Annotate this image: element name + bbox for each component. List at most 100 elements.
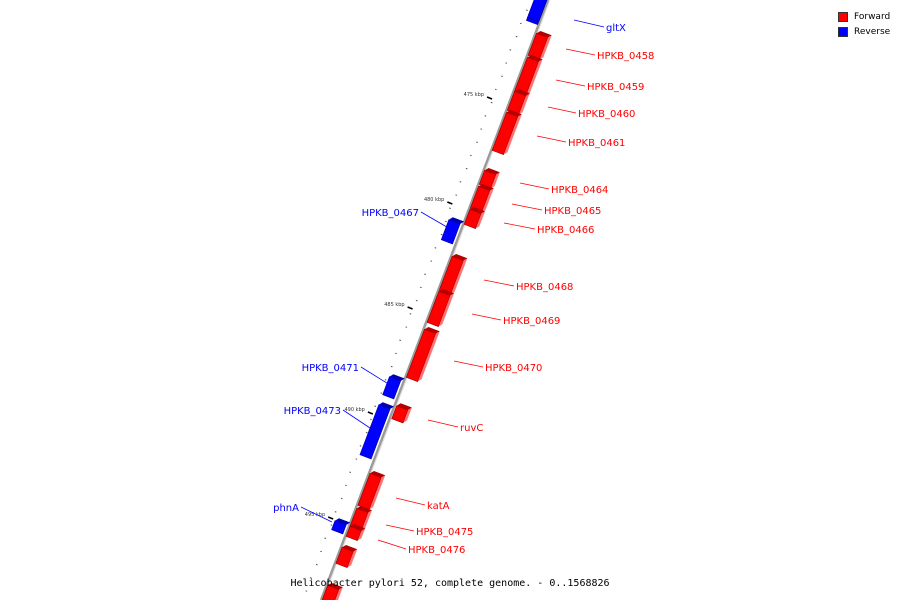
label-leader-line <box>483 279 515 287</box>
minor-tick <box>309 577 312 579</box>
gene-reverse-hpkb_0473[interactable] <box>359 402 395 460</box>
legend-forward[interactable]: Forward <box>838 9 890 24</box>
minor-tick <box>390 365 393 368</box>
legend-reverse[interactable]: Reverse <box>838 24 890 39</box>
gene-label-group[interactable]: HPKB_0471 <box>302 363 391 386</box>
gene-label-group[interactable]: phnA <box>273 503 333 523</box>
legend-forward-label: Forward <box>854 11 891 22</box>
minor-tick <box>424 273 426 275</box>
gene-label-group[interactable]: HPKB_0458 <box>565 48 654 62</box>
gene-label-group[interactable]: HPKB_0476 <box>377 539 465 556</box>
map-caption: Helicobacter pylori 52, complete genome.… <box>290 578 610 589</box>
tick-label: 490 kbp <box>344 407 364 413</box>
gene-label[interactable]: phnA <box>273 503 299 514</box>
minor-tick <box>409 313 412 315</box>
label-leader-line <box>300 506 333 523</box>
gene-label-group[interactable]: HPKB_0475 <box>385 524 473 538</box>
gene-label-group[interactable]: HPKB_0468 <box>483 279 573 293</box>
gene-label-group[interactable]: HPKB_0465 <box>511 203 601 217</box>
minor-tick <box>399 339 402 341</box>
minor-tick <box>324 537 327 539</box>
gene-label[interactable]: gltX <box>606 23 626 34</box>
gene-label-group[interactable]: HPKB_0461 <box>536 135 625 149</box>
minor-tick <box>419 286 422 289</box>
gene-label[interactable]: HPKB_0470 <box>485 363 542 374</box>
gene-reverse-gltx[interactable] <box>527 0 553 23</box>
label-leader-line <box>377 539 407 550</box>
gene-forward-hpkb_0460[interactable] <box>506 88 530 115</box>
gene-label[interactable]: HPKB_0473 <box>284 406 341 417</box>
minor-tick <box>430 260 433 262</box>
gene-label-group[interactable]: HPKB_0466 <box>503 222 594 236</box>
gene-forward-hpkb_0469[interactable] <box>426 288 455 327</box>
gene-forward-hpkb_0458[interactable] <box>527 30 552 60</box>
major-tick: 485 kbp <box>384 302 413 310</box>
minor-tick <box>455 194 458 196</box>
gene-forward-hpkb_0466[interactable] <box>463 206 486 229</box>
gene-label[interactable]: HPKB_0459 <box>587 82 644 93</box>
minor-tick <box>315 563 318 566</box>
tick-label: 480 kbp <box>424 197 444 203</box>
gene-label[interactable]: HPKB_0468 <box>516 282 573 293</box>
gene-label-group[interactable]: HPKB_0470 <box>453 360 542 374</box>
minor-ticks <box>305 9 528 592</box>
gene-layer <box>320 0 553 600</box>
minor-tick <box>405 326 408 328</box>
gene-forward-hpkb_0465[interactable] <box>469 183 494 213</box>
major-tick: 475 kbp <box>464 92 493 100</box>
gene-reverse-hpkb_0471[interactable] <box>382 374 405 400</box>
minor-tick <box>355 458 358 460</box>
gene-label[interactable]: HPKB_0461 <box>568 138 625 149</box>
tick-label: 475 kbp <box>464 92 484 98</box>
gene-label[interactable]: katA <box>427 501 450 512</box>
gene-label-group[interactable]: gltX <box>573 19 626 34</box>
gene-reverse-hpkb_0467[interactable] <box>440 217 465 245</box>
gene-forward-hpkb_0476[interactable] <box>345 523 366 541</box>
tick-label: 485 kbp <box>384 302 404 308</box>
minor-tick <box>505 62 508 64</box>
minor-tick <box>476 141 478 143</box>
minor-tick <box>459 181 462 183</box>
minor-tick <box>320 550 322 553</box>
label-leader-line <box>420 211 453 231</box>
gene-label[interactable]: HPKB_0476 <box>408 545 465 556</box>
gene-label[interactable]: HPKB_0460 <box>578 109 635 120</box>
gene-forward-kata[interactable] <box>357 470 386 510</box>
label-leader-line <box>519 182 550 190</box>
gene-forward[interactable] <box>320 582 343 600</box>
legend-reverse-label: Reverse <box>854 26 891 37</box>
gene-reverse-phna[interactable] <box>331 518 351 535</box>
minor-tick <box>374 405 377 407</box>
gene-label-group[interactable]: HPKB_0460 <box>547 106 635 120</box>
minor-tick <box>526 9 528 11</box>
gene-label[interactable]: HPKB_0475 <box>416 527 473 538</box>
reverse-swatch <box>838 26 848 37</box>
gene-label[interactable]: HPKB_0469 <box>503 316 560 327</box>
gene-label-group[interactable]: HPKB_0464 <box>519 182 608 196</box>
minor-tick <box>440 233 443 236</box>
gene-label[interactable]: HPKB_0464 <box>551 185 608 196</box>
legend: Forward Reverse <box>838 9 890 39</box>
gene-label-group[interactable]: HPKB_0469 <box>471 313 560 327</box>
gene-label[interactable]: ruvC <box>460 423 483 434</box>
gene-label-group[interactable]: HPKB_0459 <box>555 79 644 93</box>
gene-label[interactable]: HPKB_0467 <box>362 208 419 219</box>
label-leader-line <box>395 497 426 506</box>
gene-label-group[interactable]: HPKB_0467 <box>362 208 453 231</box>
gene-forward-hpkb_0464[interactable] <box>478 167 500 189</box>
minor-tick <box>490 101 493 104</box>
gene-label-group[interactable]: katA <box>395 497 450 512</box>
label-leader-line <box>555 79 586 87</box>
gene-label[interactable]: HPKB_0471 <box>302 363 359 374</box>
minor-tick <box>519 22 522 25</box>
gene-label[interactable]: HPKB_0458 <box>597 51 654 62</box>
gene-label-group[interactable]: HPKB_0473 <box>284 406 371 429</box>
minor-tick <box>349 471 352 473</box>
gene-label[interactable]: HPKB_0465 <box>544 206 601 217</box>
gene-label[interactable]: HPKB_0466 <box>537 225 594 236</box>
gene-forward-ruvc[interactable] <box>391 403 412 424</box>
gene-label-group[interactable]: ruvC <box>427 419 483 434</box>
gene-forward-hpkb_0461[interactable] <box>491 109 522 155</box>
gene-forward-hpkb_0470[interactable] <box>405 326 440 382</box>
gene-forward[interactable] <box>335 544 358 568</box>
